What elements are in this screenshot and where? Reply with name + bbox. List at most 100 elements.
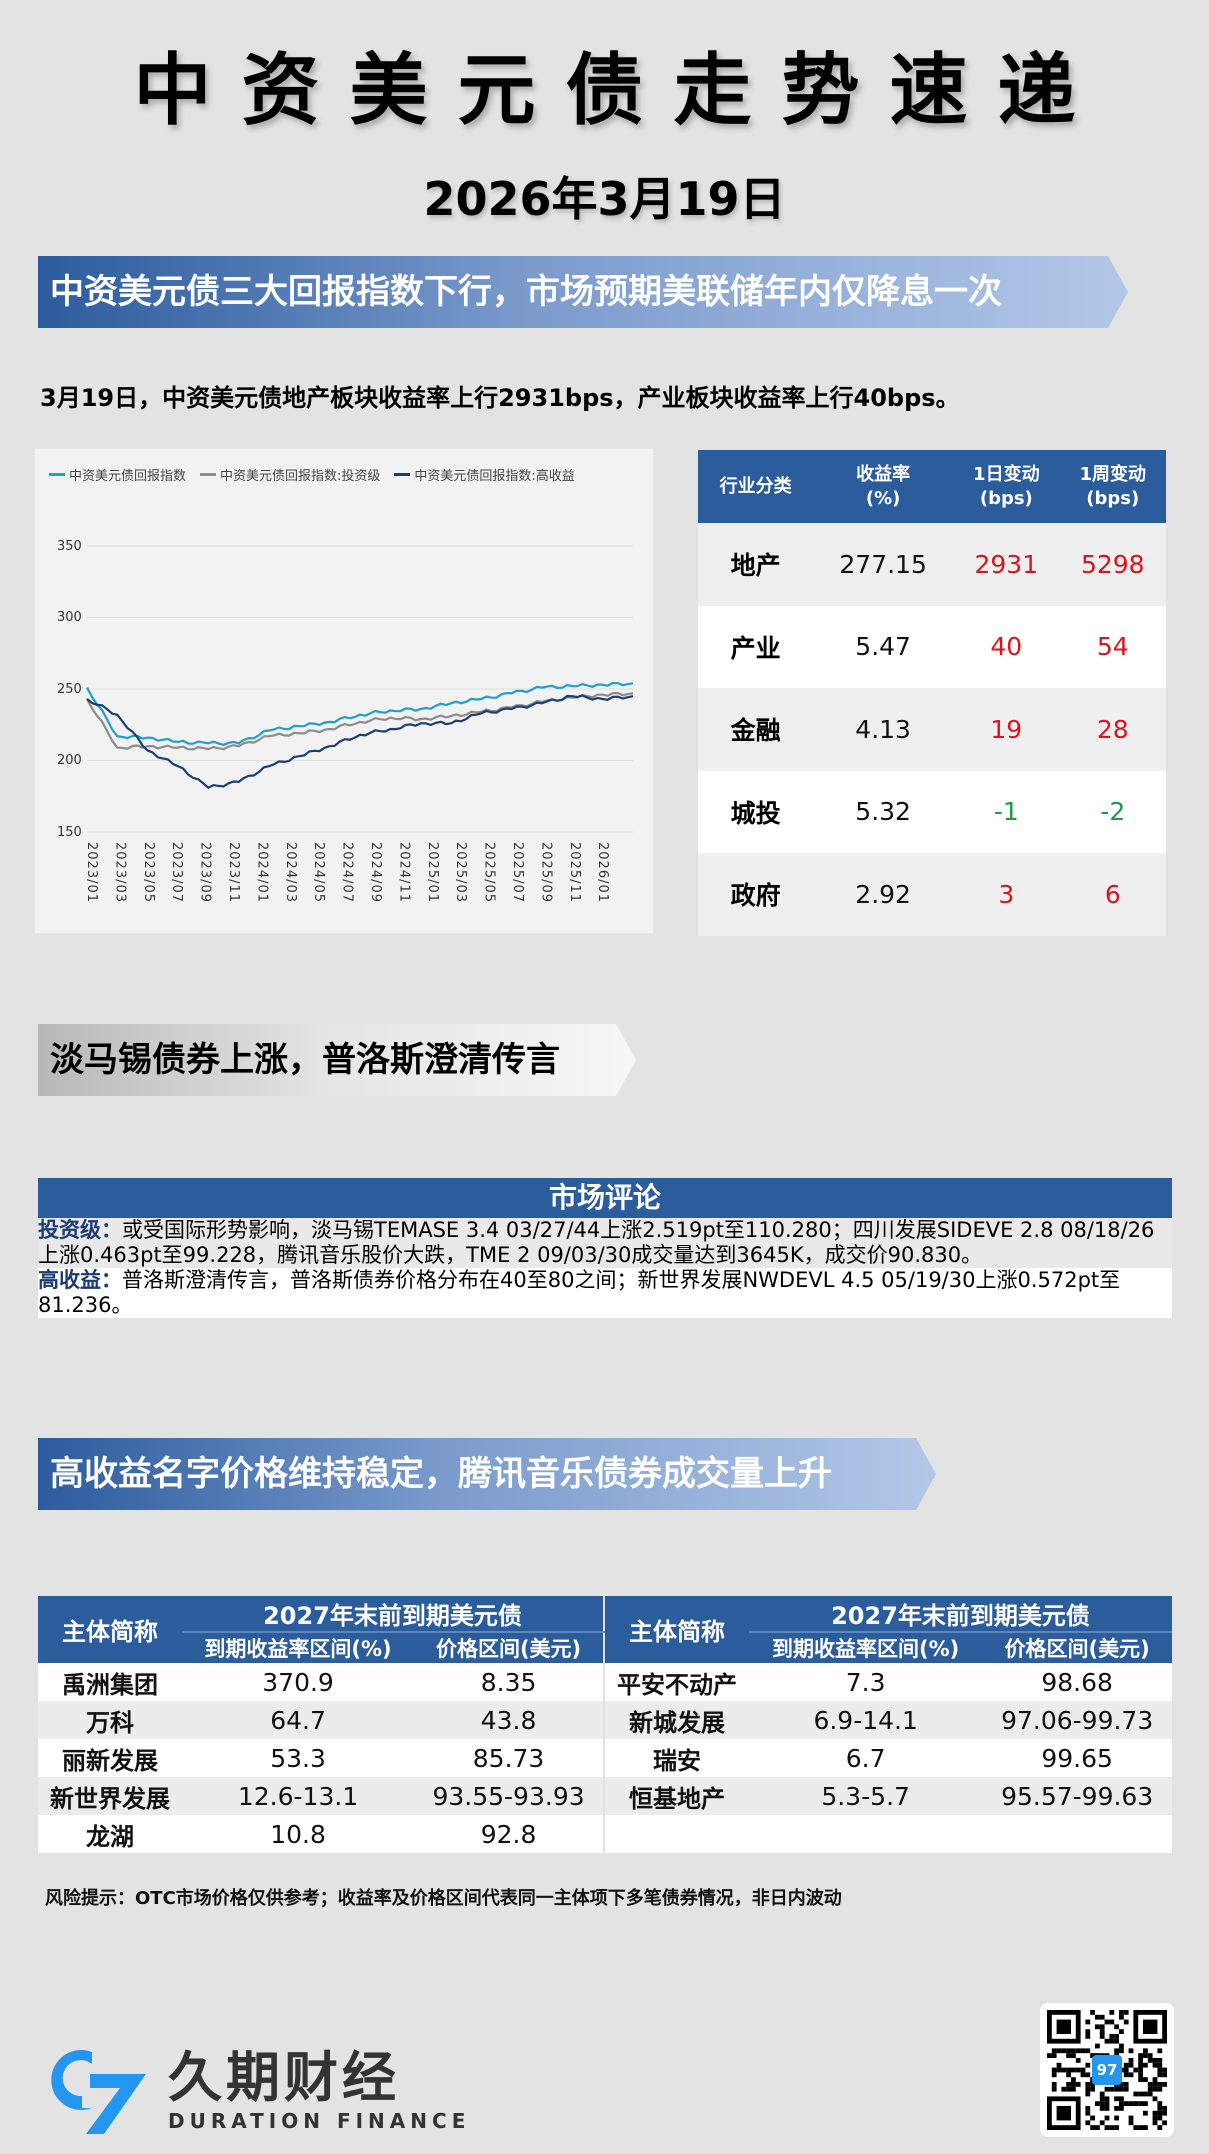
sector-name: 城投 [698,770,814,853]
ytm-range: 7.3 [749,1663,983,1701]
issuer-name: 龙湖 [38,1815,182,1853]
market-commentary: 市场评论 投资级：或受国际形势影响，淡马锡TEMASE 3.4 03/27/44… [38,1178,1172,1318]
ytm-range: 12.6-13.1 [182,1777,415,1815]
table-row [605,1815,1172,1853]
sector-name: 金融 [698,688,814,771]
sector-1d-change: 40 [953,605,1060,688]
price-range: 95.57-99.63 [982,1777,1172,1815]
sector-yield-table: 行业分类 收益率 (%) 1日变动 (bps) 1周变动 (bps) 地产 277.15… [698,450,1166,936]
banner-text: 中资美元债三大回报指数下行，市场预期美联储年内仅降息一次 [50,272,1002,312]
col-header-1w-change: 1周变动 (bps) [1059,450,1166,523]
x-tick: 2024/01 [254,842,270,904]
y-tick: 350 [57,539,82,554]
table-row: 丽新发展 53.3 85.73 [38,1739,604,1777]
issuer-name: 万科 [38,1701,182,1739]
col-header-group: 2027年末前到期美元债 [749,1596,1172,1633]
chart-series-line [86,694,634,790]
col-header-price: 价格区间(美元) [414,1632,604,1663]
sector-yield: 2.92 [813,853,954,936]
chart-series-line [86,682,634,747]
chart-plot-area [86,545,634,833]
hy-text: 普洛斯澄清传言，普洛斯债券价格分布在40至80之间；新世界发展NWDEVL 4.… [38,1268,1121,1317]
sector-yield: 277.15 [813,523,954,606]
x-tick: 2023/01 [84,842,99,904]
sector-1w-change: 28 [1059,688,1166,771]
x-tick: 2023/07 [169,842,185,904]
col-header-entity: 主体简称 [605,1596,749,1663]
x-tick: 2026/01 [595,842,611,904]
ytm-range: 370.9 [182,1663,415,1701]
x-tick: 2023/11 [226,842,241,904]
issuer-name: 新城发展 [605,1701,749,1739]
bond-price-tables: 主体简称 2027年末前到期美元债 到期收益率区间(%) 价格区间(美元) 禹洲… [38,1596,1172,1853]
sector-1d-change: 2931 [953,523,1060,606]
daily-summary: 3月19日，中资美元债地产板块收益率上行2931bps，产业板块收益率上行40b… [40,384,960,412]
table-row: 金融 4.13 19 28 [698,688,1166,771]
sector-1w-change: 54 [1059,605,1166,688]
ytm-range [749,1815,983,1853]
table-row: 政府 2.92 3 6 [698,853,1166,936]
col-header-1d-change: 1日变动 (bps) [953,450,1060,523]
x-tick: 2024/05 [311,842,327,904]
x-tick: 2023/05 [140,842,156,904]
bond-table-right: 主体简称 2027年末前到期美元债 到期收益率区间(%) 价格区间(美元) 平安… [605,1596,1172,1853]
banner-text: 淡马锡债券上涨，普洛斯澄清传言 [50,1040,560,1080]
x-tick: 2023/03 [112,842,128,904]
sector-yield: 5.47 [813,605,954,688]
table-row: 地产 277.15 2931 5298 [698,523,1166,606]
table-row: 恒基地产 5.3-5.7 95.57-99.63 [605,1777,1172,1815]
table-header-row: 行业分类 收益率 (%) 1日变动 (bps) 1周变动 (bps) [698,450,1166,523]
price-range: 43.8 [414,1701,604,1739]
sector-1d-change: 19 [953,688,1060,771]
qr-code-icon: 97 [1040,2003,1174,2137]
brand-logo: 久期财经 DURATION FINANCE [46,2044,470,2136]
sector-name: 地产 [698,523,814,606]
col-header-ytm: 到期收益率区间(%) [749,1632,983,1663]
ig-text: 或受国际形势影响，淡马锡TEMASE 3.4 03/27/44上涨2.519pt… [38,1218,1155,1267]
sector-name: 产业 [698,605,814,688]
return-index-chart: 中资美元债回报指数 中资美元债回报指数:投资级 中资美元债回报指数:高收益 35… [34,448,654,934]
x-tick: 2024/03 [282,842,298,904]
commentary-high-yield: 高收益：普洛斯澄清传言，普洛斯债券价格分布在40至80之间；新世界发展NWDEV… [38,1268,1172,1318]
chart-series-line [86,692,634,751]
x-tick: 2025/09 [538,842,554,904]
table-row: 平安不动产 7.3 98.68 [605,1663,1172,1701]
col-header-yield: 收益率 (%) [813,450,954,523]
table-row: 禹洲集团 370.9 8.35 [38,1663,604,1701]
sector-1w-change: 5298 [1059,523,1166,606]
x-tick: 2025/05 [481,842,497,904]
report-date: 2026年3月19日 [423,172,786,226]
y-tick: 200 [57,753,82,768]
qr-logo-icon: 97 [1092,2055,1122,2085]
y-tick: 250 [57,682,82,697]
banner-text: 高收益名字价格维持稳定，腾讯音乐债券成交量上升 [50,1454,832,1494]
col-header-group: 2027年末前到期美元债 [182,1596,604,1633]
x-tick: 2023/09 [197,842,213,904]
x-tick: 2024/11 [396,842,412,904]
issuer-name: 恒基地产 [605,1777,749,1815]
brand-name-en: DURATION FINANCE [168,2109,471,2133]
y-tick: 300 [57,610,82,625]
hy-label: 高收益： [38,1268,122,1292]
legend-label: 中资美元债回报指数 [69,469,187,484]
legend-label: 中资美元债回报指数:投资级 [220,469,381,484]
col-header-sector: 行业分类 [698,450,814,523]
issuer-name: 平安不动产 [605,1663,749,1701]
x-tick: 2025/11 [566,842,582,904]
sector-1w-change: -2 [1059,770,1166,853]
price-range: 93.55-93.93 [414,1777,604,1815]
legend-swatch-icon [200,473,217,476]
price-range: 92.8 [414,1815,604,1853]
table-row: 新城发展 6.9-14.1 97.06-99.73 [605,1701,1172,1739]
issuer-name [605,1815,749,1853]
legend-item: 中资美元债回报指数 [49,465,186,484]
table-row: 瑞安 6.7 99.65 [605,1739,1172,1777]
sector-yield: 5.32 [813,770,954,853]
x-tick: 2024/07 [339,842,355,904]
y-tick: 150 [57,825,82,840]
x-tick: 2025/01 [424,842,440,904]
x-tick: 2024/09 [368,842,383,904]
issuer-name: 禹洲集团 [38,1663,182,1701]
table-row: 城投 5.32 -1 -2 [698,770,1166,853]
x-tick: 2025/03 [453,842,469,904]
